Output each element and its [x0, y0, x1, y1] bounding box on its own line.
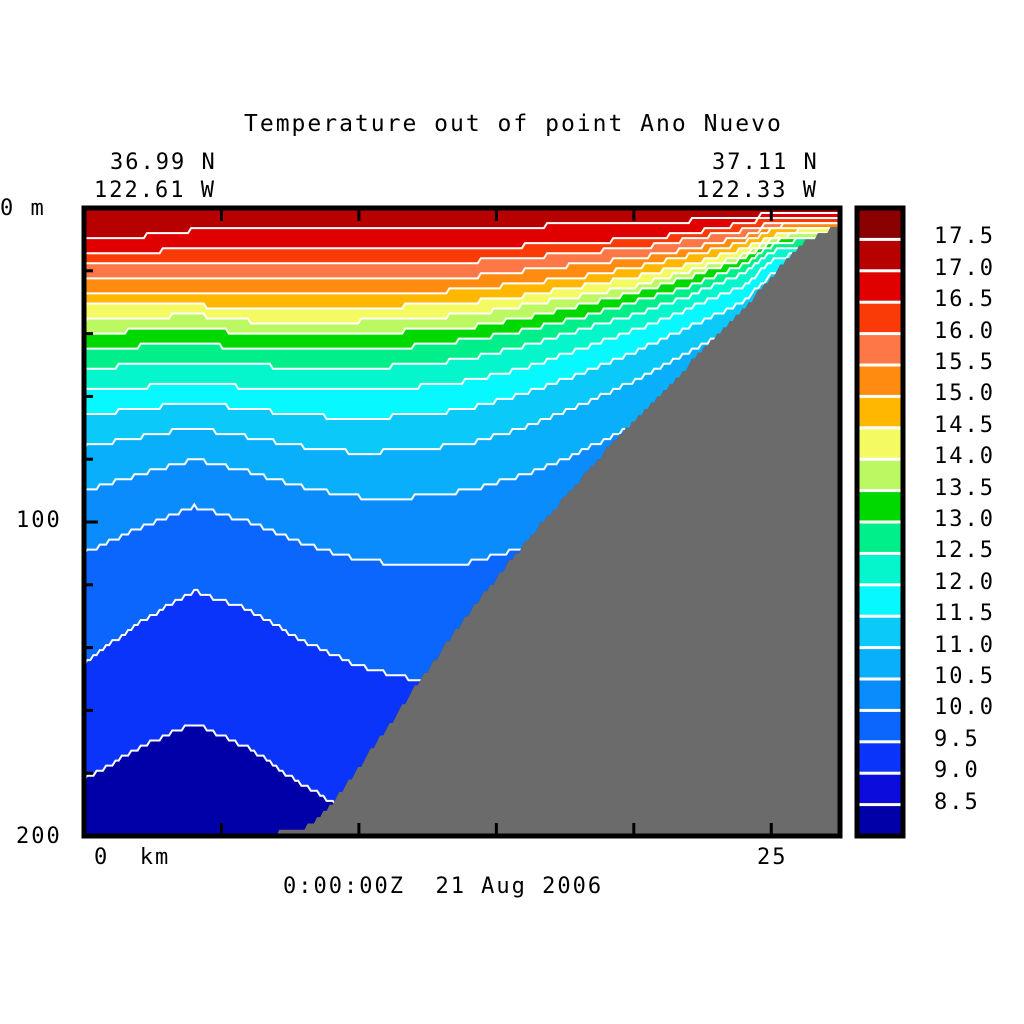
- colorbar-tick-label: 9.5: [934, 726, 980, 752]
- colorbar-tick-label: 15.5: [934, 350, 995, 375]
- colorbar-tick-label: 16.0: [934, 318, 995, 344]
- colorbar-tick-label: 11.0: [934, 632, 995, 658]
- colorbar-tick-label: 13.5: [934, 475, 995, 501]
- colorbar-tick-label: 16.5: [934, 287, 995, 313]
- x-axis-label-25: 25: [757, 845, 788, 870]
- seafloor-mask: [84, 226, 840, 836]
- colorbar-tick-label: 14.5: [934, 412, 995, 438]
- colorbar-tick-label: 11.5: [934, 601, 995, 627]
- colorbar-tick-label: 12.0: [934, 569, 995, 595]
- timestamp-label: 0:00:00Z 21 Aug 2006: [283, 874, 604, 899]
- y-axis-label-100: 100: [16, 508, 62, 533]
- y-axis-label-200: 200: [16, 824, 62, 849]
- colorbar-tick-label: 10.5: [934, 664, 995, 689]
- colorbar: [854, 205, 906, 839]
- colorbar-tick-label: 17.0: [934, 255, 995, 281]
- colorbar-tick-label: 15.0: [934, 381, 995, 407]
- page-title: Temperature out of point Ano Nuevo: [244, 111, 783, 137]
- colorbar-tick-label: 14.0: [934, 444, 995, 470]
- left-latitude-label: 36.99 N: [110, 150, 217, 175]
- left-longitude-label: 122.61 W: [94, 178, 216, 203]
- x-axis-label-0km: 0 km: [94, 845, 171, 870]
- colorbar-tick-label: 13.0: [934, 507, 995, 532]
- right-latitude-label: 37.11 N: [712, 150, 819, 175]
- y-axis-label-0m: 0 m: [0, 196, 46, 221]
- colorbar-tick-label: 17.5: [934, 224, 995, 250]
- colorbar-tick-label: 12.5: [934, 538, 995, 564]
- colorbar-tick-label: 10.0: [934, 695, 995, 721]
- right-longitude-label: 122.33 W: [696, 178, 818, 203]
- colorbar-tick-label: 8.5: [934, 789, 980, 815]
- colorbar-tick-label: 9.0: [934, 758, 980, 784]
